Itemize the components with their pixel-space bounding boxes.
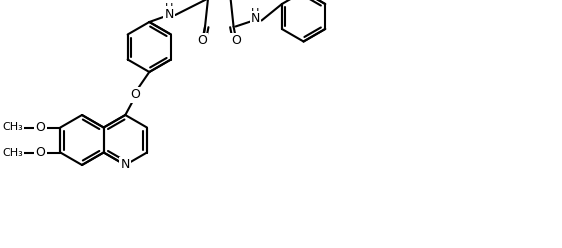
Text: H: H	[165, 3, 174, 13]
Text: CH₃: CH₃	[2, 123, 22, 132]
Text: O: O	[197, 34, 207, 47]
Text: N: N	[121, 158, 130, 172]
Text: H: H	[251, 7, 260, 18]
Text: N: N	[165, 7, 174, 21]
Text: N: N	[251, 12, 260, 25]
Text: O: O	[130, 89, 140, 101]
Text: CH₃: CH₃	[2, 148, 22, 157]
Text: O: O	[35, 121, 46, 134]
Text: O: O	[232, 34, 242, 47]
Text: O: O	[35, 146, 46, 159]
